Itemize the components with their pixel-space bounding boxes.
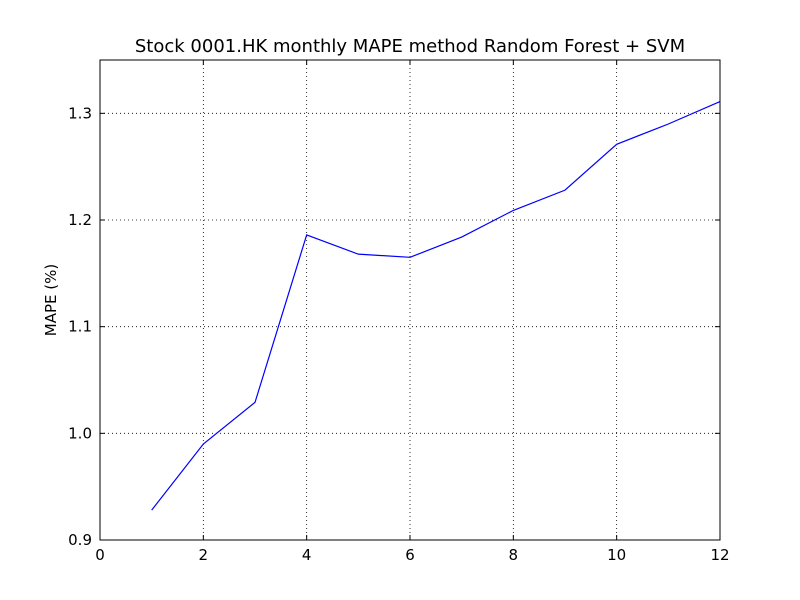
y-tick-label: 0.9 [68, 531, 92, 549]
y-axis-label: MAPE (%) [42, 264, 60, 336]
x-tick-label: 6 [405, 546, 415, 564]
x-tick-label: 8 [509, 546, 519, 564]
x-tick-label: 10 [607, 546, 626, 564]
x-tick-label: 4 [302, 546, 312, 564]
y-tick-label: 1.2 [68, 211, 92, 229]
grid-lines [99, 60, 721, 541]
axis-ticks [99, 60, 721, 541]
x-tick-label: 0 [95, 546, 105, 564]
x-tick-label: 2 [199, 546, 209, 564]
x-tick-label: 12 [710, 546, 729, 564]
tick-labels: 0 2 4 6 8 10 12 0.9 1.0 1.1 1.2 1.3 [68, 104, 729, 564]
series-line [151, 101, 721, 511]
y-tick-label: 1.1 [68, 318, 92, 336]
series-layer [151, 101, 721, 511]
chart-title: Stock 0001.HK monthly MAPE method Random… [135, 36, 685, 57]
y-tick-label: 1.0 [68, 424, 92, 442]
y-tick-label: 1.3 [68, 104, 92, 122]
